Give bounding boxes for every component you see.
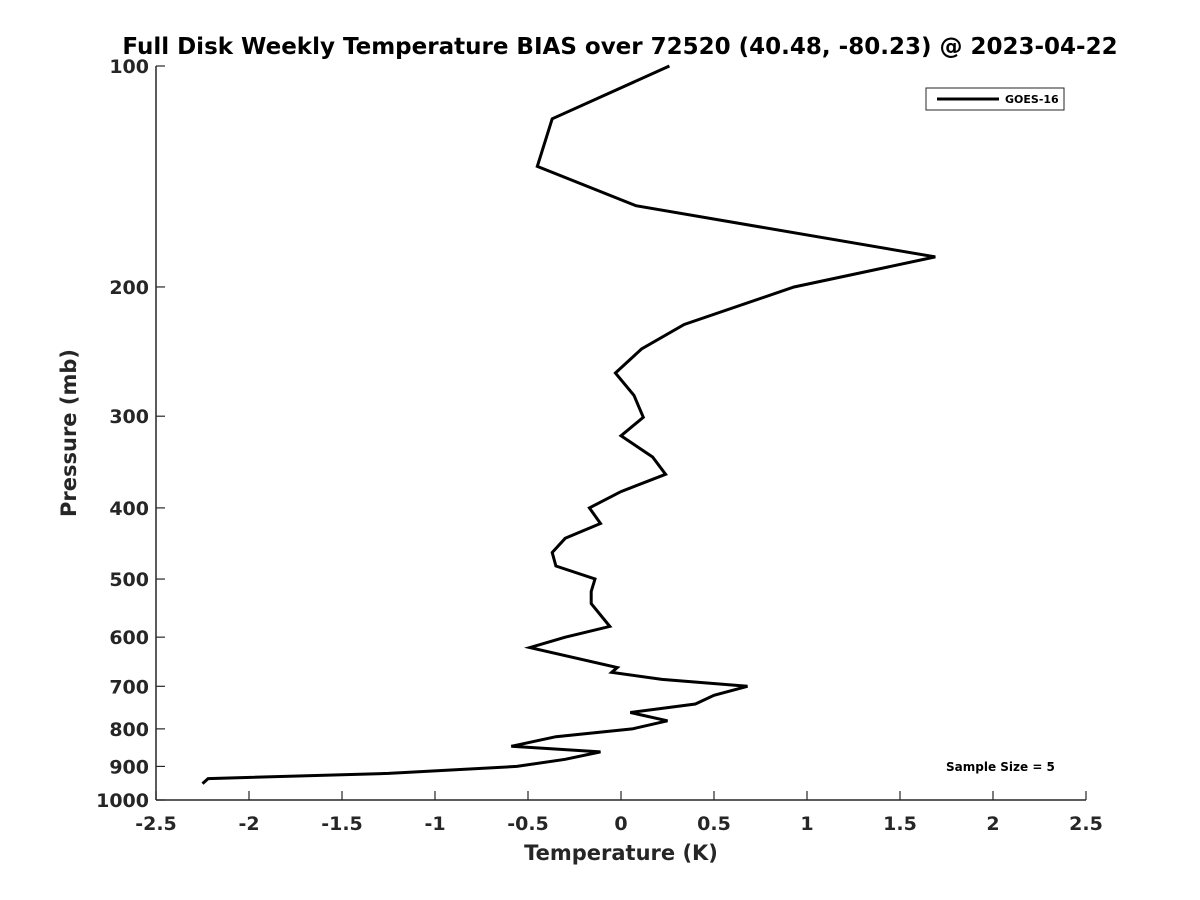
y-tick-label: 900	[109, 756, 149, 778]
x-tick-label: -1	[424, 813, 445, 835]
y-tick-label: 300	[109, 406, 149, 428]
x-tick-label: -0.5	[507, 813, 549, 835]
legend: GOES-16	[925, 87, 1065, 111]
y-tick-label: 600	[109, 627, 149, 649]
x-tick-label: -2	[238, 813, 259, 835]
plot-series	[201, 64, 936, 785]
x-ticks: -2.5 -2 -1.5 -1 -0.5 0 0.5 1 1.5 2 2.5	[135, 791, 1103, 835]
x-tick-label: 2.5	[1069, 813, 1103, 835]
y-tick-label: 200	[109, 277, 149, 299]
x-axis-label: Temperature (K)	[524, 841, 718, 865]
y-tick-label: 800	[109, 719, 149, 741]
chart-title: Full Disk Weekly Temperature BIAS over 7…	[122, 34, 1117, 60]
x-tick-label: 0	[614, 813, 627, 835]
legend-label-goes-16: GOES-16	[1005, 93, 1059, 106]
series-line-goes-16	[201, 64, 936, 785]
x-tick-label: 1.5	[883, 813, 917, 835]
y-tick-label: 100	[109, 56, 149, 78]
y-axis-label: Pressure (mb)	[57, 349, 81, 517]
x-tick-label: 1	[800, 813, 813, 835]
y-tick-label: 400	[109, 498, 149, 520]
x-tick-label: -1.5	[321, 813, 363, 835]
x-tick-label: 2	[986, 813, 999, 835]
y-tick-label: 1000	[96, 790, 149, 812]
x-tick-label: 0.5	[697, 813, 731, 835]
y-ticks: 100 200 300 400 500 600 700 800 900 1000	[96, 56, 165, 812]
sample-size-annotation: Sample Size = 5	[946, 760, 1055, 774]
x-tick-label: -2.5	[135, 813, 177, 835]
y-tick-label: 700	[109, 676, 149, 698]
y-tick-label: 500	[109, 569, 149, 591]
